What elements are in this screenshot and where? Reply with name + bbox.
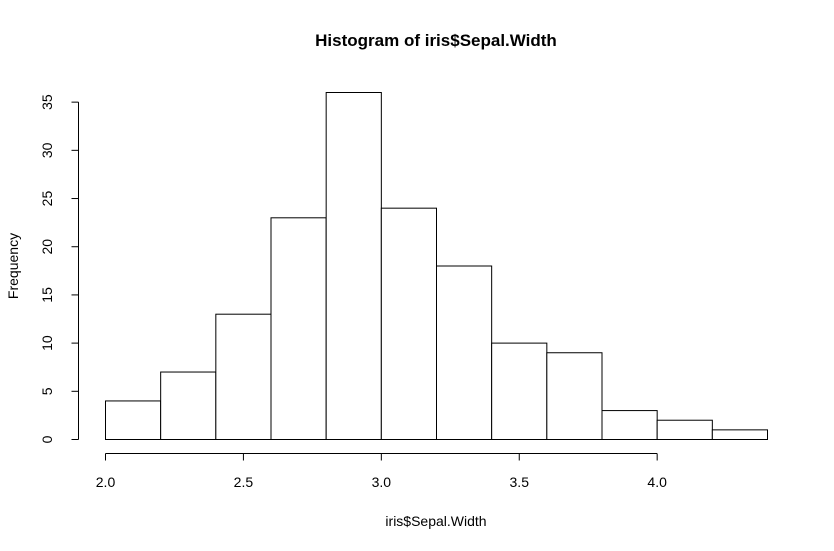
- histogram-bar-10: [656, 419, 713, 441]
- y-tick-label: 25: [39, 191, 55, 207]
- y-tick-label: 20: [39, 239, 55, 255]
- y-tick-label: 30: [39, 142, 55, 158]
- histogram-bar-1: [160, 371, 217, 440]
- histogram-bar-8: [546, 352, 603, 440]
- x-tick-label: 3.0: [372, 474, 392, 490]
- x-tick-label: 3.5: [510, 474, 530, 490]
- histogram-bar-3: [270, 217, 327, 440]
- y-tick-label: 0: [39, 435, 55, 443]
- histogram-bar-2: [215, 313, 272, 441]
- histogram-bar-11: [711, 429, 768, 441]
- x-tick-label: 4.0: [647, 474, 667, 490]
- x-tick-label: 2.5: [234, 474, 254, 490]
- bars: [105, 92, 768, 441]
- y-tick-label: 35: [39, 94, 55, 110]
- y-axis-label: Frequency: [5, 233, 21, 299]
- y-tick-label: 10: [39, 335, 55, 351]
- histogram-bar-5: [380, 207, 438, 440]
- y-tick-label: 15: [39, 287, 55, 303]
- histogram-bar-9: [601, 410, 658, 441]
- y-tick-label: 5: [39, 387, 55, 395]
- x-axis: 2.0 2.5 3.0 3.5 4.0: [96, 453, 667, 490]
- histogram-bar-6: [436, 265, 493, 440]
- x-axis-label: iris$Sepal.Width: [385, 513, 486, 529]
- x-tick-label: 2.0: [96, 474, 116, 490]
- histogram-bar-4: [325, 92, 382, 440]
- chart-title: Histogram of iris$Sepal.Width: [315, 31, 557, 50]
- histogram-bar-7: [491, 342, 548, 440]
- histogram-bar-0: [105, 400, 162, 441]
- y-axis: 0 5 10 15 20 25 30 35: [39, 94, 79, 443]
